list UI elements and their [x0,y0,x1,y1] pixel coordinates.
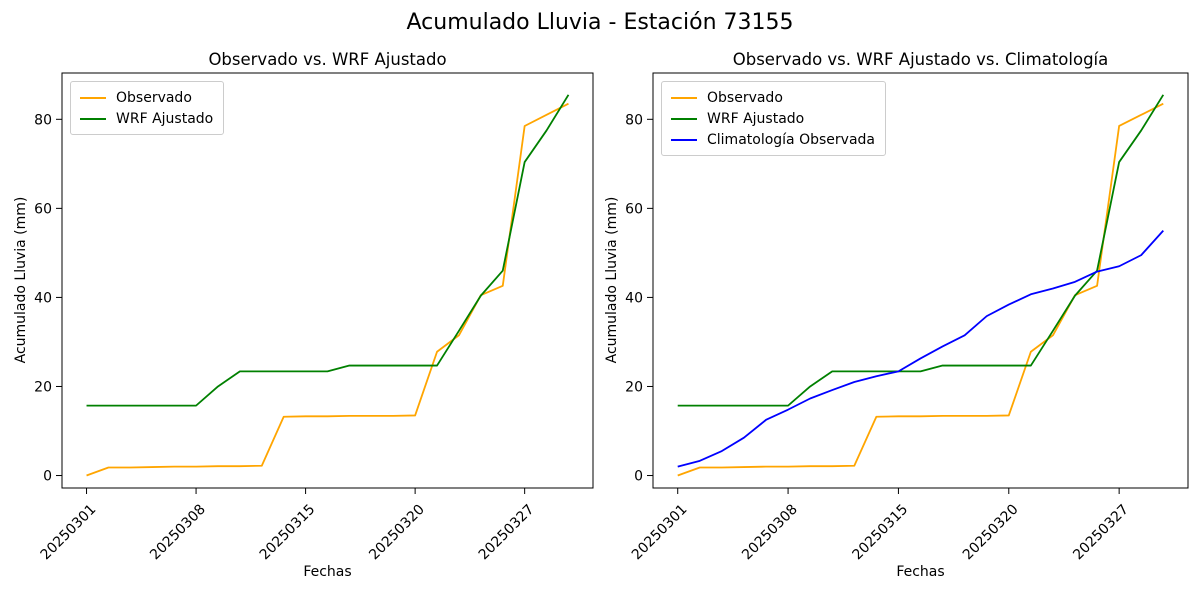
legend-label: WRF Ajustado [116,110,214,127]
y-tick-label: 20 [34,379,52,395]
x-tick-label: 20250308 [739,502,801,564]
left-plot-area: 0 20 40 60 80 20250301 20250308 20250315 2025032… [34,72,594,563]
x-tick-label: 20250308 [147,502,209,564]
x-tick-label: 20250320 [366,502,428,564]
legend-item: WRF Ajustado [671,108,875,129]
x-tick-label: 20250327 [1070,502,1132,564]
legend-line-swatch [671,138,697,141]
right-legend: Observado WRF Ajustado Climatología Observ… [661,81,886,156]
y-tick-label: 80 [625,112,643,128]
y-tick-label: 60 [34,201,52,217]
legend-item: Climatología Observada [671,129,875,150]
y-tick-label: 20 [625,379,643,395]
left-legend: Observado WRF Ajustado [70,81,225,135]
x-tick-label: 20250315 [257,502,319,564]
x-tick-label: 20250327 [476,502,538,564]
axes-frame [652,72,1189,489]
legend-line-swatch [671,117,697,120]
legend-item: Observado [80,87,213,108]
series-line-wrf-ajustado [677,94,1165,407]
figure-title: Acumulado Lluvia - Estación 73155 [406,10,794,35]
y-tick-label: 40 [34,290,52,306]
legend-item: Observado [671,87,875,108]
legend-line-swatch [671,96,697,99]
series-line-climatolog-a-observada [677,230,1164,468]
legend-item: WRF Ajustado [80,108,213,129]
left-x-axis-label: Fechas [303,564,352,580]
x-tick-label: 20250315 [850,502,912,564]
y-tick-label: 0 [634,469,643,485]
legend-label: WRF Ajustado [707,110,805,127]
legend-label: Observado [707,89,783,106]
x-tick-label: 20250301 [38,502,100,564]
right-x-axis-label: Fechas [896,564,945,580]
legend-label: Observado [116,89,192,106]
axes-frame [61,72,594,489]
y-tick-label: 60 [625,201,643,217]
x-tick-label: 20250301 [629,502,691,564]
legend-line-swatch [80,96,106,99]
series-line-observado [677,102,1164,477]
x-tick-label: 20250320 [960,502,1022,564]
left-y-axis-label: Acumulado Lluvia (mm) [13,196,29,364]
y-tick-label: 40 [625,290,643,306]
y-tick-label: 80 [34,112,52,128]
right-y-axis-label: Acumulado Lluvia (mm) [604,196,620,364]
left-subplot-title: Observado vs. WRF Ajustado [208,50,447,69]
legend-line-swatch [80,117,106,120]
y-tick-label: 0 [43,469,52,485]
series-line-observado [86,102,569,477]
right-subplot-title: Observado vs. WRF Ajustado vs. Climatolo… [732,50,1109,69]
series-line-wrf-ajustado [86,94,570,407]
legend-label: Climatología Observada [707,131,875,148]
